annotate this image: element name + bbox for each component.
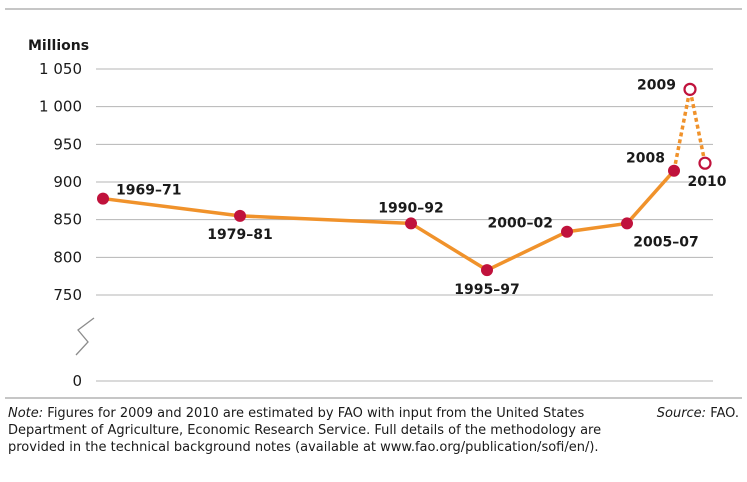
point-label: 1990–92 (378, 200, 443, 216)
series-markers (97, 82, 712, 277)
data-point-marker (621, 217, 633, 230)
y-tick-label: 900 (53, 173, 82, 191)
y-tick-label: 850 (53, 211, 82, 229)
point-label: 2010 (688, 174, 727, 190)
data-point-marker (668, 164, 680, 177)
note-text: Figures for 2009 and 2010 are estimated … (8, 406, 602, 455)
point-labels: 1969–71 1979–81 1990–92 1995–97 2000–02 2005–… (116, 77, 727, 298)
hunger-line-chart: Millions 1 050 1 000 950 900 850 800 750 0 1969… (5, 8, 742, 399)
data-point-marker (97, 192, 109, 205)
note-label: Note: (8, 406, 44, 421)
y-tick-label: 800 (53, 248, 82, 266)
source-line: Source: FAO. (657, 405, 739, 422)
point-label: 2009 (637, 77, 676, 93)
y-tick-label: 1 050 (39, 60, 82, 78)
series-lines (102, 87, 707, 272)
estimated-series-line (672, 87, 707, 172)
y-tick-labels: 1 050 1 000 950 900 850 800 750 0 (39, 60, 82, 390)
point-label: 1979–81 (207, 227, 272, 243)
y-tick-label: 1 000 (39, 98, 82, 116)
footnote: Note: Figures for 2009 and 2010 are esti… (8, 405, 628, 456)
estimate-point-marker (698, 156, 712, 170)
data-point-marker (561, 225, 573, 238)
point-label: 2008 (626, 151, 665, 167)
source-label: Source: (656, 406, 707, 421)
source-text: FAO. (706, 406, 739, 421)
series-line (102, 169, 676, 272)
y-tick-label: 0 (72, 372, 82, 390)
data-point-marker (234, 209, 246, 222)
axis-break-icon (75, 317, 95, 356)
gridlines (96, 68, 713, 382)
y-tick-label: 750 (53, 286, 82, 304)
estimate-point-marker (683, 82, 697, 96)
y-unit-label: Millions (28, 38, 89, 54)
point-label: 1969–71 (116, 183, 181, 199)
y-tick-label: 950 (53, 135, 82, 153)
point-label: 2005–07 (633, 234, 698, 250)
data-point-marker (481, 264, 493, 277)
point-label: 1995–97 (454, 282, 519, 298)
data-point-marker (405, 217, 417, 230)
point-label: 2000–02 (488, 216, 553, 232)
